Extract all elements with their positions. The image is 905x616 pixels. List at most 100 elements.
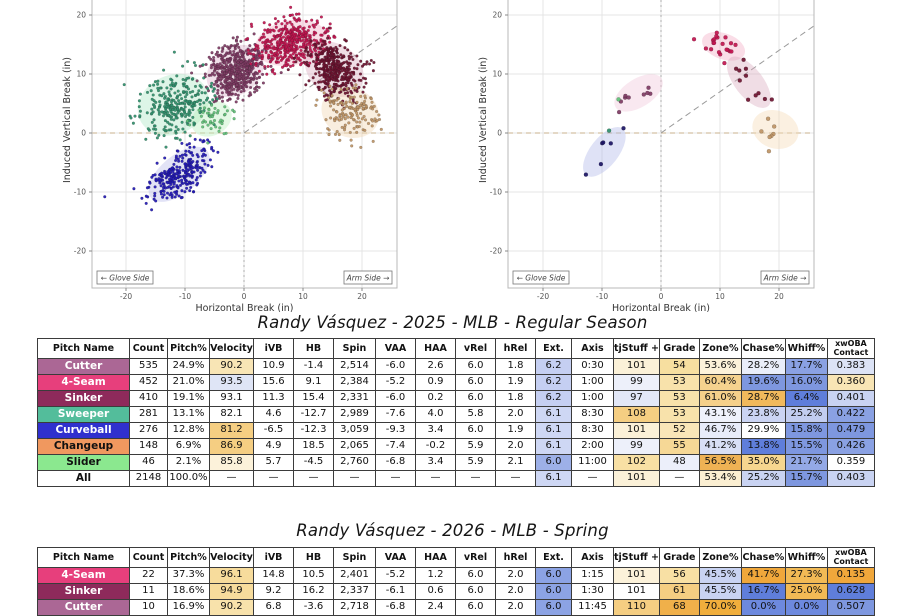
svg-text:20: 20 bbox=[357, 292, 367, 301]
pitch-name-cell: Sweeper bbox=[37, 406, 130, 423]
stat-cell: 110 bbox=[613, 599, 660, 616]
stat-cell: 27.3% bbox=[784, 567, 828, 584]
stat-cell: 0.422 bbox=[826, 406, 875, 423]
stat-cell: 0.359 bbox=[826, 454, 875, 471]
stat-cell: 19.1% bbox=[167, 390, 210, 407]
svg-text:0: 0 bbox=[497, 129, 502, 138]
column-header: vRel bbox=[455, 338, 496, 359]
stat-cell: 97 bbox=[613, 390, 660, 407]
stat-cell: 0.479 bbox=[826, 422, 875, 439]
stat-cell: 16.0% bbox=[784, 374, 828, 391]
stat-cell: 2.0 bbox=[495, 438, 536, 455]
stat-cell: 81.2 bbox=[209, 422, 254, 439]
pitch-name-cell: Slider bbox=[37, 454, 130, 471]
stat-cell: 2:00 bbox=[571, 438, 614, 455]
column-header: Axis bbox=[571, 547, 614, 568]
svg-text:20: 20 bbox=[492, 11, 502, 20]
glove-side-label: ← Glove Side bbox=[101, 274, 150, 283]
stat-cell: 55 bbox=[658, 438, 700, 455]
stat-cell: — bbox=[333, 470, 376, 487]
stat-cell: 4.0 bbox=[415, 406, 456, 423]
stat-cell: 1:00 bbox=[571, 390, 614, 407]
pitch-name-cell: All bbox=[37, 470, 130, 487]
table-row: Cutter 535 24.9% 90.2 10.9 -1.4 2,514 -6.0 2.6 6.… bbox=[37, 358, 875, 375]
stat-cell: -4.5 bbox=[293, 454, 334, 471]
svg-text:Induced Vertical Break (in): Induced Vertical Break (in) bbox=[478, 57, 489, 183]
stat-cell: 19.6% bbox=[740, 374, 786, 391]
svg-text:10: 10 bbox=[492, 70, 502, 79]
arm-side-label: Arm Side → bbox=[346, 274, 390, 283]
pitch-name-cell: Sinker bbox=[37, 390, 130, 407]
stat-cell: 90.2 bbox=[209, 358, 254, 375]
stat-cell: 46 bbox=[129, 454, 168, 471]
stat-cell: 16.7% bbox=[740, 583, 786, 600]
column-header: Count bbox=[129, 338, 168, 359]
column-header: Pitch% bbox=[167, 338, 210, 359]
stat-cell: 93.1 bbox=[209, 390, 254, 407]
stat-cell: 86.9 bbox=[209, 438, 254, 455]
stat-cell: — bbox=[375, 470, 416, 487]
stat-cell: 1.8 bbox=[495, 390, 536, 407]
stat-cell: 6.0 bbox=[535, 583, 572, 600]
stat-cell: -9.3 bbox=[375, 422, 416, 439]
pitch-stats-table-2025: Pitch Name Count Pitch% Velocity iVB HB Spin VA… bbox=[37, 338, 875, 487]
column-header: iVB bbox=[253, 338, 294, 359]
pitch-name-cell: Sinker bbox=[37, 583, 130, 600]
glove-side-label: ← Glove Side bbox=[517, 274, 566, 283]
svg-text:10: 10 bbox=[298, 292, 308, 301]
pitch-stats-table-2026: Pitch Name Count Pitch% Velocity iVB HB Spin VA… bbox=[37, 547, 875, 616]
svg-text:0: 0 bbox=[242, 292, 247, 301]
table-row: Curveball 276 12.8% 81.2 -6.5 -12.3 3,059 -9.3 3… bbox=[37, 422, 875, 439]
svg-text:0: 0 bbox=[81, 129, 86, 138]
stat-cell: — bbox=[658, 470, 700, 487]
column-header: Pitch Name bbox=[37, 547, 130, 568]
stat-cell: 101 bbox=[613, 583, 660, 600]
stat-cell: 6.9% bbox=[167, 438, 210, 455]
stat-cell: 0.360 bbox=[826, 374, 875, 391]
stat-cell: 11.3 bbox=[253, 390, 294, 407]
stat-cell: 41.2% bbox=[698, 438, 742, 455]
column-header: vRel bbox=[455, 547, 496, 568]
table-row: Cutter 10 16.9% 90.2 6.8 -3.6 2,718 -6.8 2.4 6.0 2… bbox=[37, 599, 875, 616]
stat-cell: 45.5% bbox=[698, 567, 742, 584]
svg-text:-20: -20 bbox=[120, 292, 132, 301]
stat-cell: 0.401 bbox=[826, 390, 875, 407]
stat-cell: 2,718 bbox=[333, 599, 376, 616]
stat-cell: 90.2 bbox=[209, 599, 254, 616]
stat-cell: 101 bbox=[613, 422, 660, 439]
table-row: 4-Seam 452 21.0% 93.5 15.6 9.1 2,384 -5.2 0.9 6.0… bbox=[37, 374, 875, 391]
stat-cell: 6.8 bbox=[253, 599, 294, 616]
stat-cell: 10.5 bbox=[293, 567, 334, 584]
stat-cell: — bbox=[455, 470, 496, 487]
stat-cell: 101 bbox=[613, 567, 660, 584]
column-header: Axis bbox=[571, 338, 614, 359]
stat-cell: -6.0 bbox=[375, 390, 416, 407]
column-header: Pitch Name bbox=[37, 338, 130, 359]
stat-cell: 6.1 bbox=[535, 422, 572, 439]
stat-cell: 53.4% bbox=[698, 470, 742, 487]
stat-cell: 14.8 bbox=[253, 567, 294, 584]
stat-cell: 0.6 bbox=[415, 583, 456, 600]
stat-cell: 15.6 bbox=[253, 374, 294, 391]
stat-cell: 15.4 bbox=[293, 390, 334, 407]
stat-cell: — bbox=[495, 470, 536, 487]
table-row: Sinker 410 19.1% 93.1 11.3 15.4 2,331 -6.0 0.2 6.… bbox=[37, 390, 875, 407]
stat-cell: 45.5% bbox=[698, 583, 742, 600]
stat-cell: 6.0 bbox=[535, 599, 572, 616]
stat-cell: 96.1 bbox=[209, 567, 254, 584]
stat-cell: 21.0% bbox=[167, 374, 210, 391]
stat-cell: 37.3% bbox=[167, 567, 210, 584]
table-row: Sinker 11 18.6% 94.9 9.2 16.2 2,337 -6.1 0.6 6.0 2… bbox=[37, 583, 875, 600]
stat-cell: 18.5 bbox=[293, 438, 334, 455]
svg-text:-20: -20 bbox=[74, 247, 86, 256]
stat-cell: 1.9 bbox=[495, 374, 536, 391]
stat-cell: 13.8% bbox=[740, 438, 786, 455]
stat-cell: 6.1 bbox=[535, 470, 572, 487]
column-header: Zone% bbox=[698, 338, 742, 359]
stat-cell: 6.2 bbox=[535, 390, 572, 407]
stat-cell: 56 bbox=[658, 567, 700, 584]
stat-cell: 2.0 bbox=[495, 406, 536, 423]
stat-cell: 43.1% bbox=[698, 406, 742, 423]
stat-cell: 15.8% bbox=[784, 422, 828, 439]
stat-cell: 35.0% bbox=[740, 454, 786, 471]
